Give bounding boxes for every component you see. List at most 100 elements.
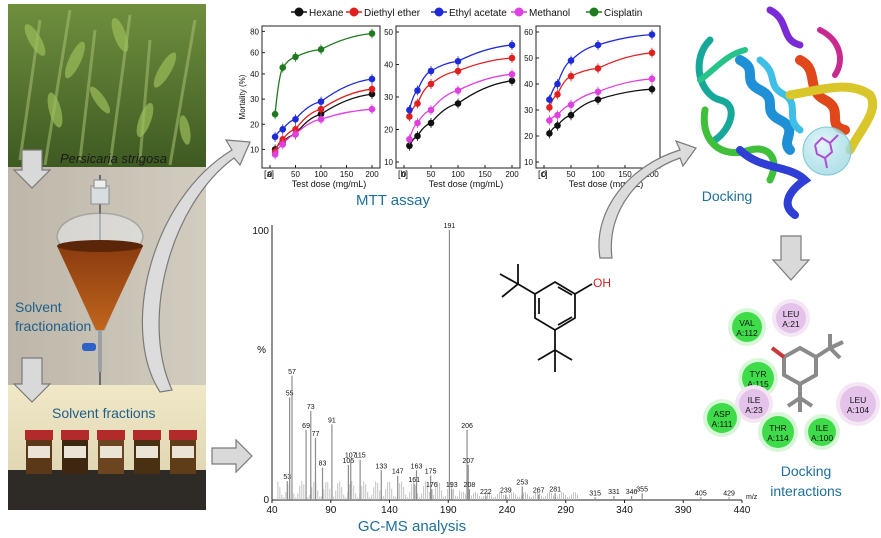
data-point — [508, 54, 516, 62]
x-tick-label: 140 — [381, 505, 398, 516]
y-tick-label: 50 — [524, 54, 533, 63]
x-tick-label: 200 — [365, 170, 379, 179]
peak-label: 73 — [307, 404, 315, 411]
peak-label: 175 — [425, 469, 437, 476]
residue-name: TYR — [750, 369, 767, 379]
peak-label: 281 — [549, 486, 561, 493]
residue-id: A:112 — [736, 328, 758, 338]
peak-label: 105 — [343, 458, 355, 465]
data-point — [317, 98, 325, 105]
x-tick-label: 150 — [340, 170, 354, 179]
interactions-title-2: interactions — [770, 483, 842, 499]
data-point — [508, 41, 516, 49]
series-line — [408, 44, 513, 111]
residue-id: A:115 — [747, 379, 769, 389]
data-point — [271, 151, 279, 158]
peak-label: 133 — [375, 463, 387, 470]
fractions-photo — [8, 385, 206, 510]
data-point — [406, 142, 413, 150]
mtt-panel: 10 20 30 40 50 0 50 100 150 200 [b] Test dose (mg/m… — [384, 25, 521, 189]
protein-ribbon — [695, 6, 878, 219]
data-point — [567, 72, 575, 80]
data-point — [648, 75, 656, 83]
residue-bubble — [762, 416, 794, 448]
peak-label: 191 — [444, 223, 456, 230]
panel-label: [c] — [538, 169, 548, 179]
data-point — [648, 49, 656, 57]
data-point — [427, 67, 435, 75]
y-tick-label: 10 — [524, 158, 533, 167]
x-tick-label: 50 — [291, 170, 300, 179]
data-point — [279, 136, 287, 143]
x-tick-label: 0 — [268, 170, 273, 179]
residue-id: A:100 — [811, 433, 833, 443]
x-tick-label: 0 — [542, 170, 547, 179]
right-arrow-icon — [211, 438, 253, 474]
peak-label: 161 — [408, 477, 420, 484]
down-arrow-icon — [12, 357, 52, 403]
y-tick-label: 10 — [250, 145, 259, 154]
y-tick-label: 30 — [250, 95, 259, 104]
peak-label: 208 — [464, 482, 476, 489]
residue-bubble — [776, 303, 806, 333]
x-tick-label: 440 — [734, 505, 751, 516]
x-tick-label: 50 — [427, 170, 436, 179]
residue-id: A:23 — [745, 405, 763, 415]
data-point — [279, 125, 287, 133]
x-tick-label: 200 — [645, 170, 659, 179]
mtt-panel: 10 20 30 40 60 80 0 50 100 150 200 [a] Test dose (mg… — [238, 25, 381, 189]
peak-label: 107 — [345, 453, 357, 460]
x-tick-label: 100 — [451, 170, 465, 179]
peak-label: 429 — [723, 490, 735, 497]
y-tick-label: 40 — [384, 61, 393, 70]
plant-photo — [8, 4, 206, 167]
peak-label: 176 — [426, 482, 438, 489]
curved-arrow-icon — [141, 139, 251, 393]
residue-name: ILE — [748, 395, 761, 405]
data-point — [279, 64, 287, 71]
residue-bubble — [840, 386, 876, 422]
peak-label: 315 — [589, 490, 601, 497]
residue-name: ILE — [816, 423, 829, 433]
residue-name: LEU — [783, 309, 800, 319]
legend: Hexane Diethyl ether Ethyl acetate Methanol… — [291, 7, 642, 19]
legend-label: Methanol — [529, 8, 570, 19]
binding-pocket-sphere — [802, 126, 852, 176]
peak-label: 77 — [312, 431, 320, 438]
y-axis-label: Mortality (%) — [238, 74, 247, 119]
legend-label: Cisplatin — [604, 8, 642, 19]
panel-frame — [395, 25, 521, 169]
y-tick-label: 20 — [384, 126, 393, 135]
data-point — [427, 119, 435, 127]
data-point — [454, 57, 462, 65]
data-point — [368, 30, 376, 37]
residue-name: VAL — [739, 318, 755, 328]
molecule-structure — [499, 264, 593, 372]
x-axis-label: Test dose (mg/mL) — [292, 179, 367, 189]
x-tick-label: 150 — [478, 170, 492, 179]
x-tick-label: 190 — [440, 505, 457, 516]
data-point — [508, 70, 516, 78]
data-point — [368, 75, 376, 83]
data-point — [271, 110, 279, 118]
y-tick-label: 50 — [384, 28, 393, 37]
data-point — [546, 117, 553, 124]
peak-label: 83 — [319, 461, 327, 468]
y-tick-label: 20 — [524, 132, 533, 141]
data-point — [406, 106, 413, 114]
x-tick-label: 100 — [591, 170, 605, 179]
residue-id: A:114 — [767, 433, 789, 443]
peak-label: 55 — [286, 390, 294, 397]
interactions-title: Docking — [781, 463, 832, 479]
data-point — [292, 53, 299, 61]
data-point — [271, 133, 279, 141]
peak-label: 222 — [480, 489, 492, 496]
peak-label: 57 — [288, 369, 296, 376]
oh-label: OH — [593, 276, 611, 290]
